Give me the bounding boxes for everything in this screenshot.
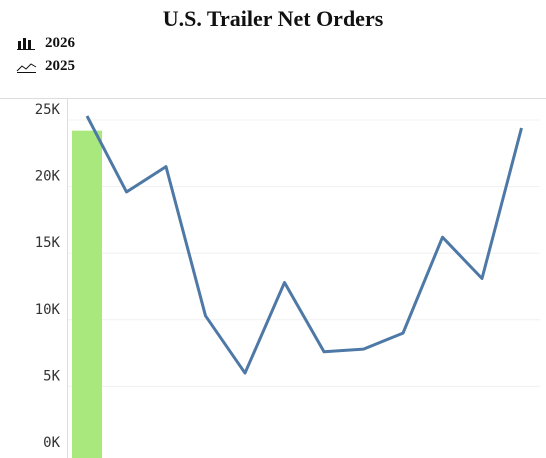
legend-label-2025: 2025 (45, 57, 75, 74)
chart-title: U.S. Trailer Net Orders (162, 6, 384, 31)
point-2025-9[interactable] (439, 233, 447, 241)
legend-label-2026: 2026 (45, 34, 75, 51)
point-2025-10[interactable] (478, 275, 486, 283)
bar-chart-icon (16, 36, 38, 50)
point-2025-7[interactable] (360, 345, 368, 353)
bar-2026-0[interactable] (72, 130, 102, 458)
y-tick-label: 10K (35, 302, 61, 318)
point-2025-3[interactable] (202, 312, 210, 320)
legend-item-2026[interactable]: 2026 (16, 34, 75, 52)
y-tick-label: 5K (43, 368, 60, 384)
y-tick-label: 25K (35, 102, 61, 118)
point-2025-11[interactable] (518, 124, 526, 132)
point-2025-2[interactable] (162, 163, 170, 171)
y-tick-label: 20K (35, 169, 61, 185)
y-tick-label: 15K (35, 235, 61, 251)
point-2025-6[interactable] (320, 348, 328, 356)
point-2025-8[interactable] (399, 329, 407, 337)
point-2025-1[interactable] (123, 188, 131, 196)
y-tick-label: 0K (43, 435, 60, 451)
line-series-2025[interactable] (85, 115, 523, 375)
point-2025-5[interactable] (281, 279, 289, 287)
point-2025-4[interactable] (241, 369, 249, 377)
point-2025-0[interactable] (83, 112, 91, 120)
line-chart-icon (16, 59, 38, 73)
legend-item-2025[interactable]: 2025 (16, 57, 75, 75)
